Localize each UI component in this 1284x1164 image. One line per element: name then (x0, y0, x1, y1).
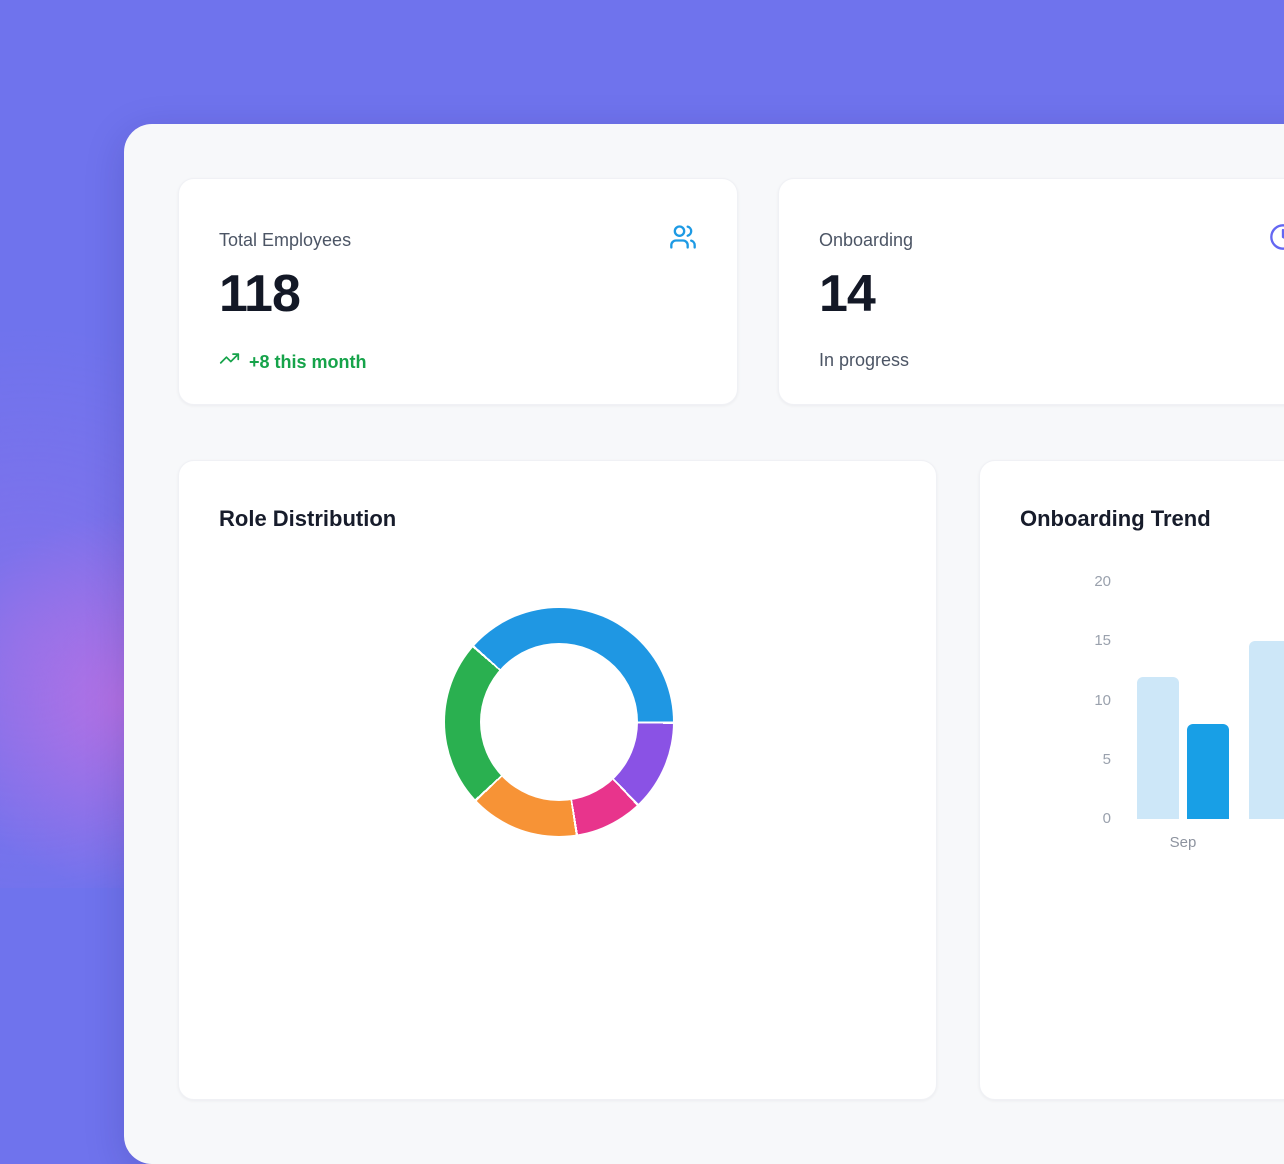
bar-series-light-blue-Sep (1137, 676, 1179, 819)
y-axis-tick-label: 0 (1102, 810, 1111, 828)
donut-chart (445, 608, 673, 836)
dashboard-panel: Total Employees 118 +8 this month (124, 124, 1284, 1164)
stat-value: 118 (219, 265, 301, 323)
y-axis-tick-label: 15 (1094, 632, 1111, 650)
stat-status-text: In progress (819, 350, 910, 370)
x-axis-category-label: Oct (1245, 833, 1284, 853)
users-icon (669, 223, 697, 256)
stat-card-total-employees: Total Employees 118 +8 this month (178, 178, 738, 405)
stat-label: Onboarding (819, 230, 914, 250)
stat-delta-text: +8 this month (249, 351, 367, 372)
y-axis-tick-label: 10 (1094, 691, 1111, 709)
card-title: Onboarding Trend (1020, 506, 1211, 531)
stat-value: 14 (819, 265, 876, 323)
donut-hole (480, 643, 638, 801)
bar-chart: 20 15 10 5 0 Sep Oct (980, 461, 1284, 1099)
stat-card-header: Total Employees (219, 225, 697, 256)
bar-series-light-blue-Oct (1249, 641, 1284, 819)
y-axis-tick-label: 5 (1102, 750, 1111, 768)
bar-series-dark-blue-Sep (1187, 724, 1229, 819)
stat-status: In progress (819, 348, 1284, 372)
stat-card-onboarding: Onboarding 14 In progress (778, 178, 1284, 405)
card-title: Role Distribution (219, 506, 397, 531)
stat-label: Total Employees (219, 230, 352, 250)
stat-delta: +8 this month (219, 348, 697, 375)
x-axis-category-label: Sep (1169, 834, 1197, 851)
role-distribution-card: Role Distribution (178, 460, 937, 1100)
clock-icon (1269, 223, 1284, 256)
stat-card-header: Onboarding (819, 224, 1284, 256)
onboarding-trend-card: Onboarding Trend 20 15 10 5 0 Sep Oct (979, 460, 1284, 1100)
trending-up-icon (219, 348, 240, 375)
y-axis-tick-label: 20 (1094, 573, 1111, 590)
